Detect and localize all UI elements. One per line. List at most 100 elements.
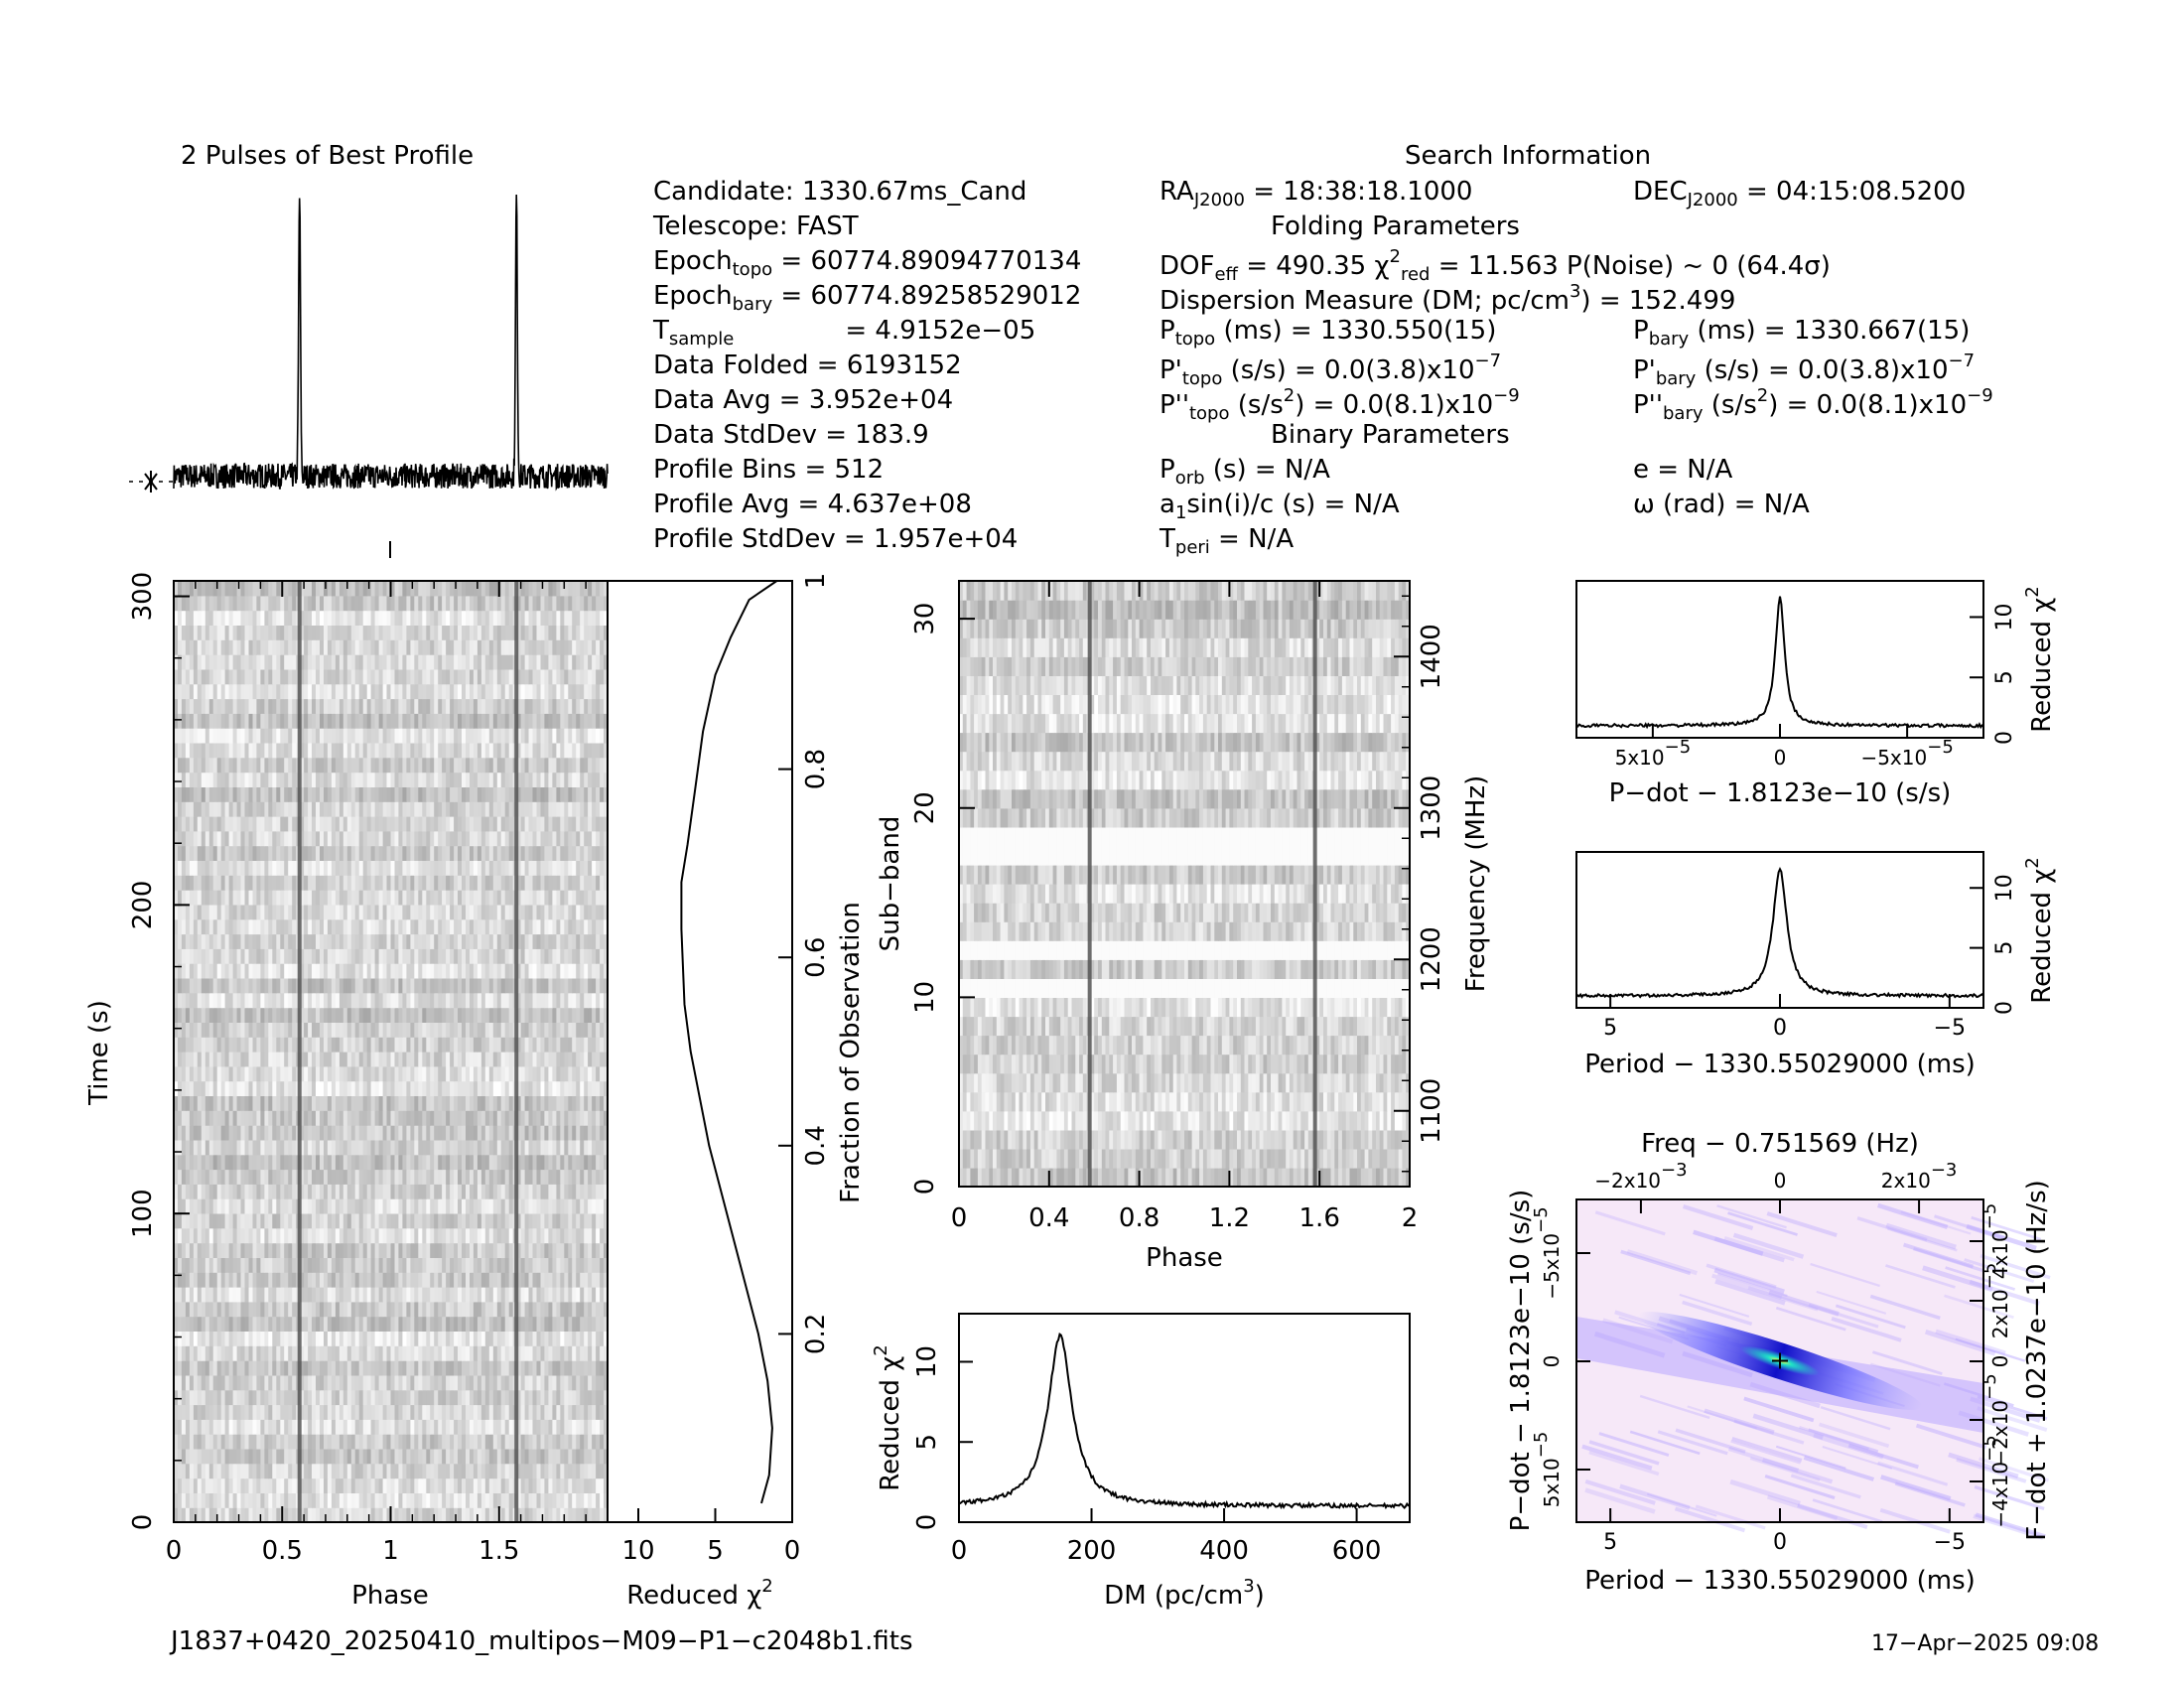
time-phase-cell bbox=[276, 933, 281, 949]
time-phase-cell bbox=[252, 1065, 258, 1082]
time-phase-cell bbox=[236, 1404, 242, 1420]
time-phase-cell bbox=[556, 1139, 561, 1156]
time-phase-cell bbox=[208, 875, 214, 891]
time-phase-cell bbox=[592, 1242, 597, 1258]
time-phase-cell bbox=[398, 1052, 403, 1067]
time-phase-cell bbox=[564, 1080, 569, 1096]
time-phase-cell bbox=[484, 1037, 490, 1053]
time-phase-cell bbox=[236, 1169, 242, 1185]
time-phase-cell bbox=[430, 948, 435, 964]
time-phase-cell bbox=[316, 1434, 321, 1450]
time-phase-cell bbox=[178, 1065, 183, 1082]
time-phase-cell bbox=[224, 1095, 230, 1111]
time-phase-cell bbox=[410, 1463, 415, 1479]
time-phase-cell bbox=[224, 1037, 230, 1053]
time-phase-cell bbox=[268, 963, 273, 979]
time-phase-cell bbox=[288, 1125, 293, 1141]
time-phase-cell bbox=[362, 1389, 368, 1406]
time-phase-cell bbox=[264, 904, 269, 920]
time-phase-cell bbox=[378, 1169, 384, 1185]
time-phase-cell bbox=[540, 875, 546, 891]
time-phase-cell bbox=[312, 1374, 317, 1391]
time-phase-cell bbox=[280, 1389, 285, 1406]
time-phase-cell bbox=[600, 860, 605, 876]
time-phase-cell bbox=[224, 875, 230, 891]
time-phase-cell bbox=[406, 1037, 411, 1053]
time-phase-cell bbox=[272, 1507, 277, 1523]
time-phase-cell bbox=[208, 1331, 214, 1346]
time-phase-cell bbox=[418, 1287, 423, 1303]
time-phase-cell bbox=[592, 1360, 597, 1376]
time-phase-cell bbox=[520, 1139, 526, 1156]
time-phase-cell bbox=[390, 1110, 396, 1126]
time-phase-cell bbox=[268, 1139, 273, 1156]
data-avg-line: Data Avg = 3.952e+04 bbox=[653, 385, 954, 415]
time-phase-cell bbox=[228, 1095, 234, 1111]
time-phase-cell bbox=[458, 860, 463, 876]
time-phase-cell bbox=[532, 1198, 538, 1214]
time-phase-cell bbox=[406, 1404, 411, 1420]
time-phase-cell bbox=[308, 1037, 313, 1053]
time-phase-cell bbox=[354, 977, 360, 994]
time-phase-cell bbox=[189, 1448, 195, 1465]
time-phase-cell bbox=[544, 1448, 549, 1465]
time-phase-cell bbox=[374, 1227, 380, 1244]
time-phase-cell bbox=[284, 1345, 289, 1361]
time-phase-cell bbox=[454, 1095, 459, 1111]
time-phase-cell bbox=[276, 992, 281, 1009]
time-phase-cell bbox=[524, 992, 530, 1009]
time-phase-cell bbox=[350, 1227, 356, 1244]
time-phase-cell bbox=[470, 1507, 475, 1523]
time-phase-cell bbox=[185, 845, 191, 861]
time-phase-cell bbox=[264, 1287, 269, 1303]
time-phase-cell bbox=[500, 1125, 506, 1141]
time-phase-cell bbox=[272, 1139, 277, 1156]
time-phase-cell bbox=[193, 1492, 199, 1508]
time-phase-cell bbox=[492, 1507, 498, 1523]
time-phase-cell bbox=[580, 1331, 585, 1346]
time-phase-cell bbox=[596, 1374, 601, 1391]
time-phase-cell bbox=[504, 1110, 510, 1126]
time-phase-cell bbox=[324, 860, 329, 876]
time-phase-cell bbox=[430, 1169, 435, 1185]
time-phase-cell bbox=[540, 1065, 546, 1082]
time-phase-cell bbox=[350, 1272, 356, 1288]
time-phase-cell bbox=[185, 1110, 191, 1126]
time-phase-cell bbox=[288, 1331, 293, 1346]
time-phase-cell bbox=[335, 1301, 341, 1318]
time-phase-cell bbox=[362, 1052, 368, 1067]
time-phase-cell bbox=[394, 1287, 400, 1303]
time-phase-cell bbox=[268, 1154, 273, 1171]
time-phase-cell bbox=[418, 1184, 423, 1199]
search-info-title: Search Information bbox=[1405, 141, 1652, 171]
time-phase-cell bbox=[374, 860, 380, 876]
time-phase-cell bbox=[205, 1331, 210, 1346]
time-phase-cell bbox=[596, 1507, 601, 1523]
time-phase-cell bbox=[572, 977, 577, 994]
time-phase-cell bbox=[524, 1374, 530, 1391]
time-phase-cell bbox=[181, 1095, 187, 1111]
time-phase-cell bbox=[458, 1227, 463, 1244]
time-phase-cell bbox=[292, 1065, 297, 1082]
time-phase-cell bbox=[580, 1272, 585, 1288]
time-phase-cell bbox=[201, 977, 206, 994]
time-phase-cell bbox=[189, 918, 195, 935]
time-phase-cell bbox=[410, 1492, 415, 1508]
time-phase-cell bbox=[382, 1477, 388, 1493]
time-phase-cell bbox=[386, 977, 392, 994]
time-phase-cell bbox=[240, 1007, 246, 1023]
time-phase-cell bbox=[588, 904, 593, 920]
time-phase-cell bbox=[584, 1022, 589, 1038]
time-phase-cell bbox=[520, 1242, 526, 1258]
time-phase-cell bbox=[564, 1404, 569, 1420]
time-phase-cell bbox=[470, 1360, 475, 1376]
time-phase-cell bbox=[422, 1095, 427, 1111]
time-phase-cell bbox=[536, 1360, 542, 1376]
time-phase-cell bbox=[174, 1257, 179, 1273]
time-phase-cell bbox=[362, 1419, 368, 1435]
time-phase-cell bbox=[260, 1434, 265, 1450]
time-phase-cell bbox=[382, 992, 388, 1009]
time-phase-cell bbox=[422, 1037, 427, 1053]
time-phase-cell bbox=[576, 1287, 581, 1303]
time-phase-cell bbox=[462, 1080, 467, 1096]
